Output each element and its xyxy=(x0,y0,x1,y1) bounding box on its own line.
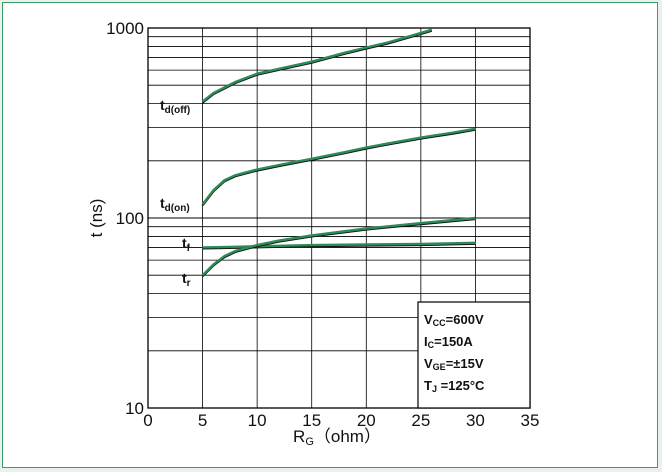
curve-label-t_d(off): td(off) xyxy=(160,97,190,116)
curve-labels: td(off) td(on) tf tr xyxy=(160,97,191,289)
axis-labels: RG（ohm） t (ns) xyxy=(87,199,381,448)
curve-shadow-t_d(off) xyxy=(201,29,433,104)
x-tick-label-15: 15 xyxy=(302,411,321,430)
legend-line-0: VCC=600V xyxy=(424,312,484,328)
y-tick-label-100: 100 xyxy=(116,209,144,228)
legend: VCC=600V IC=150A VGE=±15V TJ =125°C xyxy=(417,301,531,409)
y-tick-label-1000: 1000 xyxy=(106,19,144,38)
curve-t_d(on) xyxy=(201,127,476,206)
legend-line-1: IC=150A xyxy=(424,334,473,350)
y-tick-label-10: 10 xyxy=(125,399,144,418)
x-tick-label-35: 35 xyxy=(521,411,540,430)
curve-label-t_d(on): td(on) xyxy=(160,195,190,214)
x-tick-label-30: 30 xyxy=(466,411,485,430)
x-tick-label-10: 10 xyxy=(248,411,267,430)
curve-label-t_r: tr xyxy=(182,270,191,289)
legend-line-2: VGE=±15V xyxy=(424,356,484,372)
legend-box xyxy=(417,301,531,409)
tick-labels: 0 5 10 15 20 25 30 35 10 100 1000 xyxy=(106,19,539,430)
curve-t_d(off) xyxy=(201,28,433,103)
curve-label-t_f: tf xyxy=(182,235,191,254)
plot-area xyxy=(147,27,531,409)
x-tick-label-25: 25 xyxy=(411,411,430,430)
x-tick-label-0: 0 xyxy=(143,411,152,430)
x-tick-label-20: 20 xyxy=(357,411,376,430)
curves xyxy=(201,28,476,277)
legend-line-3: TJ =125°C xyxy=(424,378,485,394)
curve-t_r xyxy=(201,216,476,277)
x-axis-label: RG（ohm） xyxy=(293,427,381,448)
curve-shadow-t_d(on) xyxy=(201,128,476,206)
x-tick-label-5: 5 xyxy=(198,411,207,430)
curve-t_f xyxy=(202,241,476,249)
y-axis-label: t (ns) xyxy=(87,199,106,238)
